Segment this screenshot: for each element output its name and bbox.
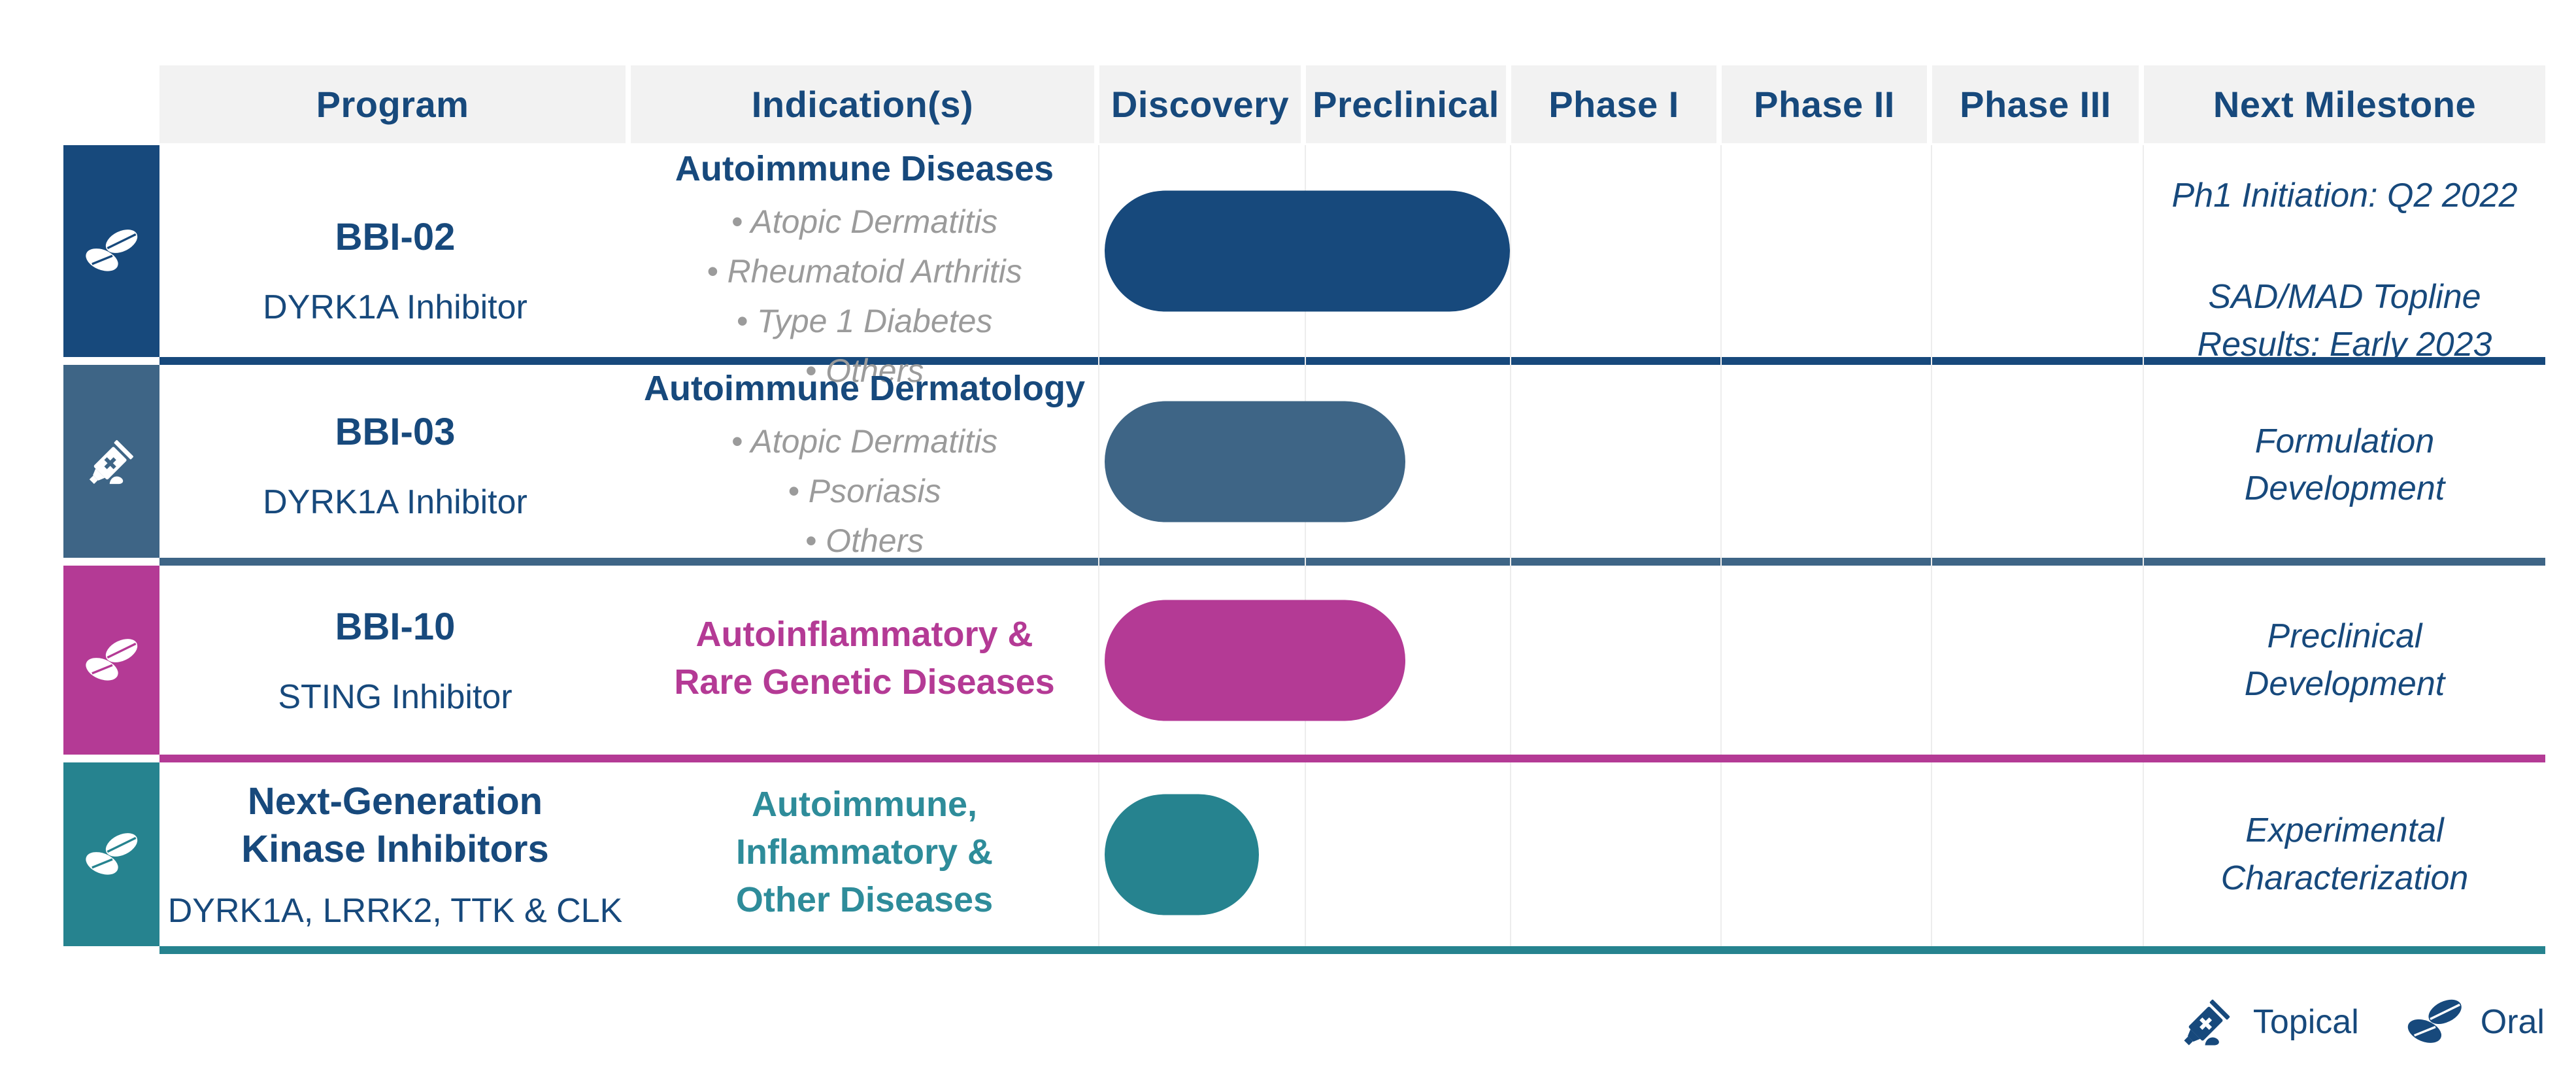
row-separator: [159, 755, 2545, 762]
phase-cell-phase1: [1511, 145, 1722, 396]
indication-bullet: Others: [805, 516, 924, 566]
phase-cell-phase1: [1511, 566, 1722, 755]
milestone-cell: Experimental Characterization: [2144, 762, 2545, 946]
milestone-cell: Ph1 Initiation: Q2 2022 SAD/MAD Topline …: [2144, 145, 2545, 396]
phase-cell-discovery: [1099, 762, 1306, 946]
indication-cell: Autoinflammatory & Rare Genetic Diseases: [631, 566, 1099, 755]
program-cell: Next-Generation Kinase Inhibitors DYRK1A…: [159, 762, 631, 946]
column-header-next-milestone: Next Milestone: [2144, 65, 2545, 143]
column-header-program: Program: [159, 65, 631, 143]
topical-tube-icon: [2184, 999, 2230, 1046]
program-cell: BBI-02 DYRK1A Inhibitor: [159, 145, 631, 396]
indication-bullet: Others: [805, 346, 924, 396]
route-icon-cell: [63, 566, 159, 755]
row-cells: BBI-03 DYRK1A Inhibitor Autoimmune Derma…: [159, 365, 2545, 566]
route-icon-cell: [63, 365, 159, 558]
pipeline-row-bbi-03: BBI-03 DYRK1A Inhibitor Autoimmune Derma…: [63, 365, 2545, 566]
program-name: BBI-03: [335, 411, 456, 454]
phase-cell-phase3: [1932, 566, 2144, 755]
program-name: BBI-10: [335, 606, 456, 649]
column-header-preclinical: Preclinical: [1306, 65, 1511, 143]
phase-cell-phase1: [1511, 762, 1722, 946]
phase-cell-preclinical: [1306, 145, 1511, 396]
indication-cell: Autoimmune Diseases Atopic Dermatitis Rh…: [631, 145, 1099, 396]
legend: Topical Oral: [2173, 980, 2545, 1065]
indication-bullet: Type 1 Diabetes: [737, 296, 992, 346]
oral-pills-icon: [85, 230, 137, 271]
oral-pills-icon: [85, 832, 137, 875]
column-header-phase1: Phase I: [1511, 65, 1722, 143]
indication-bullet: Atopic Dermatitis: [731, 197, 997, 247]
program-mechanism: STING Inhibitor: [278, 677, 512, 716]
phase-cell-phase2: [1722, 566, 1932, 755]
indication-heading: Autoimmune Diseases: [675, 149, 1054, 188]
progress-bar: [1105, 190, 1510, 312]
progress-bar: [1105, 600, 1405, 721]
indication-bullet: Atopic Dermatitis: [731, 417, 997, 466]
progress-bar: [1105, 794, 1260, 915]
phase-cell-preclinical: [1306, 762, 1511, 946]
program-cell: BBI-10 STING Inhibitor: [159, 566, 631, 755]
indication-bullet: Psoriasis: [788, 466, 941, 516]
phase-cell-phase2: [1722, 762, 1932, 946]
indication-bullet: Rheumatoid Arthritis: [707, 247, 1022, 296]
phase-cell-phase3: [1932, 145, 2144, 396]
topical-tube-icon: [89, 439, 133, 484]
row-cells: BBI-10 STING Inhibitor Autoinflammatory …: [159, 566, 2545, 755]
program-mechanism: DYRK1A Inhibitor: [263, 483, 527, 521]
row-cells: Next-Generation Kinase Inhibitors DYRK1A…: [159, 762, 2545, 946]
indication-heading: Autoimmune, Inflammatory & Other Disease…: [735, 785, 994, 919]
progress-bar: [1105, 401, 1405, 522]
legend-label: Topical: [2252, 1003, 2359, 1041]
pipeline-row-bbi-10: BBI-10 STING Inhibitor Autoinflammatory …: [63, 566, 2545, 755]
milestone-text: Formulation Development: [2244, 422, 2445, 508]
phase-cell-phase2: [1722, 145, 1932, 396]
indication-heading: Autoinflammatory & Rare Genetic Diseases: [674, 614, 1055, 702]
row-cells: BBI-02 DYRK1A Inhibitor Autoimmune Disea…: [159, 145, 2545, 396]
milestone-text: Ph1 Initiation: Q2 2022: [2171, 177, 2518, 215]
milestone-text: Preclinical Development: [2244, 617, 2445, 703]
phase-cell-phase1: [1511, 365, 1722, 566]
legend-item-oral: Oral: [2401, 988, 2545, 1056]
table-header: Program Indication(s) Discovery Preclini…: [159, 65, 2545, 143]
milestone-cell: Formulation Development: [2144, 365, 2545, 566]
program-name: Next-Generation Kinase Inhibitors: [241, 780, 549, 870]
column-header-indications: Indication(s): [631, 65, 1099, 143]
row-separator: [159, 946, 2545, 954]
phase-cell-preclinical: [1306, 566, 1511, 755]
indication-cell: Autoimmune Dermatology Atopic Dermatitis…: [631, 365, 1099, 566]
program-mechanism: DYRK1A Inhibitor: [263, 288, 527, 326]
phase-cell-phase3: [1932, 762, 2144, 946]
column-header-phase3: Phase III: [1932, 65, 2144, 143]
pipeline-row-next-gen-kinase: Next-Generation Kinase Inhibitors DYRK1A…: [63, 762, 2545, 946]
column-header-discovery: Discovery: [1099, 65, 1306, 143]
phase-cell-phase3: [1932, 365, 2144, 566]
milestone-text: SAD/MAD Topline Results: Early 2023: [2197, 278, 2492, 364]
milestone-text: Experimental Characterization: [2220, 811, 2469, 897]
phase-cell-preclinical: [1306, 365, 1511, 566]
program-name: BBI-02: [335, 216, 456, 259]
route-icon-cell: [63, 145, 159, 357]
column-header-phase2: Phase II: [1722, 65, 1932, 143]
program-cell: BBI-03 DYRK1A Inhibitor: [159, 365, 631, 566]
legend-item-topical: Topical: [2173, 988, 2359, 1056]
route-icon-cell: [63, 762, 159, 946]
indication-cell: Autoimmune, Inflammatory & Other Disease…: [631, 762, 1099, 946]
pipeline-row-bbi-02: BBI-02 DYRK1A Inhibitor Autoimmune Disea…: [63, 145, 2545, 396]
indication-heading: Autoimmune Dermatology: [643, 369, 1086, 408]
legend-label: Oral: [2480, 1003, 2545, 1041]
row-separator: [159, 558, 2545, 566]
program-mechanism: DYRK1A, LRRK2, TTK & CLK: [167, 892, 623, 930]
row-separator: [159, 357, 2545, 365]
oral-pills-icon: [85, 638, 137, 681]
oral-pills-icon: [2407, 999, 2462, 1043]
phase-cell-phase2: [1722, 365, 1932, 566]
pipeline-table: Program Indication(s) Discovery Preclini…: [63, 65, 2545, 954]
milestone-cell: Preclinical Development: [2144, 566, 2545, 755]
